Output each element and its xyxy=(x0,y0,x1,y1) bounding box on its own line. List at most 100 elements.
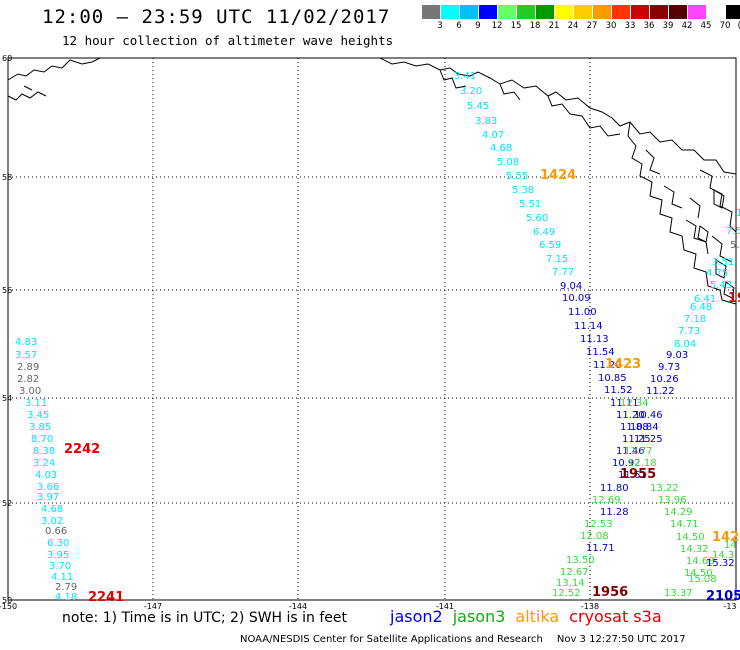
credit-line: NOAA/NESDIS Center for Satellite Applica… xyxy=(240,634,686,645)
scale-swatch xyxy=(593,5,612,19)
wave-height-label: 3.95 xyxy=(47,550,69,561)
wave-height-label: 4.18 xyxy=(55,592,77,603)
wave-height-label: 14.29 xyxy=(664,507,693,518)
wave-height-label: 14.50 xyxy=(676,532,705,543)
satellite-legend-item: jason2 xyxy=(390,607,443,626)
wave-height-label: 10.26 xyxy=(650,374,679,385)
wave-height-label: 9.03 xyxy=(666,350,688,361)
longitude-label: -13 xyxy=(723,602,736,611)
wave-height-label: 4.11 xyxy=(51,572,73,583)
wave-height-label: 4.07 xyxy=(482,130,504,141)
wave-height-label: 3.66 xyxy=(37,482,59,493)
wave-height-label: 11.54 xyxy=(586,347,615,358)
wave-height-label: 12.69 xyxy=(592,495,621,506)
wave-height-label: 11.77 xyxy=(624,446,653,457)
wave-height-label: 3.24 xyxy=(33,458,55,469)
pass-time-label: 1423 xyxy=(712,530,740,545)
wave-height-label: 3.00 xyxy=(19,386,41,397)
scale-label: 9 xyxy=(475,21,481,31)
wave-height-label: 6.49 xyxy=(533,227,555,238)
wave-height-label: 14.3 xyxy=(712,550,734,561)
page-subtitle: 12 hour collection of altimeter wave hei… xyxy=(62,33,394,48)
credit-text: NOAA/NESDIS Center for Satellite Applica… xyxy=(240,634,543,645)
scale-label: 24 xyxy=(567,21,579,31)
wave-height-label: 2.82 xyxy=(17,374,39,385)
wave-height-label: 11.46 xyxy=(616,446,645,457)
wave-height-label: 11.13 xyxy=(580,334,609,345)
wave-height-label: 12.52 xyxy=(552,588,581,599)
longitude-label: -144 xyxy=(289,602,307,611)
wave-height-label: 14.68 xyxy=(686,556,715,567)
wave-height-label: 12.34 xyxy=(620,398,649,409)
scale-swatch xyxy=(631,5,650,19)
wave-height-label: 3.41 xyxy=(454,71,476,82)
pass-time-label: 1955 xyxy=(620,467,656,482)
latitude-label: 60 xyxy=(2,54,12,63)
scale-swatch xyxy=(536,5,555,19)
scale-label: 33 xyxy=(624,21,636,31)
wave-height-label: 5.55 xyxy=(506,171,528,182)
wave-height-label: 11.22 xyxy=(646,386,675,397)
scale-label: (ft) xyxy=(738,21,740,31)
wave-height-label: 3.02 xyxy=(41,516,63,527)
scale-swatch xyxy=(460,5,479,19)
wave-height-label: 13.96 xyxy=(658,495,687,506)
scale-swatch xyxy=(688,5,707,19)
scale-label: 3 xyxy=(437,21,443,31)
wave-height-label: 2.89 xyxy=(17,362,39,373)
wave-height-label: 7.18 xyxy=(684,314,706,325)
map-frame xyxy=(7,57,737,601)
wave-height-label: 3.85 xyxy=(29,422,51,433)
longitude-label: -147 xyxy=(144,602,162,611)
wave-height-label: 4.83 xyxy=(15,337,37,348)
wave-height-label: 12.18 xyxy=(628,458,657,469)
wave-height-label: 5.08 xyxy=(497,157,519,168)
pass-time-label: 1423 xyxy=(605,357,641,372)
wave-height-label: 7.5 xyxy=(726,226,740,237)
wave-height-label: 6.30 xyxy=(47,538,69,549)
scale-label: 36 xyxy=(643,21,655,31)
longitude-label: -138 xyxy=(581,602,599,611)
wave-height-label: 14.50 xyxy=(684,568,713,579)
scale-label: 18 xyxy=(529,21,541,31)
wave-height-label: 3.51 xyxy=(712,257,734,268)
wave-height-label: 10.92 xyxy=(612,458,641,469)
pass-time-label: 2105 xyxy=(706,589,740,604)
wave-height-label: 11.20 xyxy=(616,410,645,421)
wave-height-label: 11.00 xyxy=(568,307,597,318)
longitude-label: -150 xyxy=(0,602,17,611)
pass-time-label: 19 xyxy=(728,291,740,306)
wave-height-label: 0.66 xyxy=(45,526,67,537)
scale-swatch xyxy=(441,5,460,19)
latitude-label: 52 xyxy=(2,499,12,508)
pass-time-label: 2242 xyxy=(64,442,100,457)
scale-swatch xyxy=(479,5,498,19)
wave-height-label: 2.79 xyxy=(55,582,77,593)
alaska-inner-coast xyxy=(439,69,621,137)
wave-height-label: 5.38 xyxy=(512,185,534,196)
latitude-label: 54 xyxy=(2,394,12,403)
scale-label: 6 xyxy=(456,21,462,31)
scale-label: 15 xyxy=(510,21,522,31)
wave-height-label: 3.57 xyxy=(15,350,37,361)
footer-note: note: 1) Time is in UTC; 2) SWH is in fe… xyxy=(62,610,348,626)
southeast-alaska-panhandle xyxy=(627,121,737,305)
wave-height-label: 11.20 xyxy=(593,360,622,371)
pass-time-label: 2241 xyxy=(88,590,124,605)
wave-height-label: 9.73 xyxy=(658,362,680,373)
wave-height-label: 4.68 xyxy=(490,143,512,154)
wave-height-label: 3.83 xyxy=(475,116,497,127)
wave-height-label: 11.14 xyxy=(574,321,603,332)
wave-height-label: 12.08 xyxy=(580,531,609,542)
scale-swatch xyxy=(669,5,688,19)
wave-height-label: 3.11 xyxy=(25,398,47,409)
wave-height-label: 5.60 xyxy=(526,213,548,224)
wave-height-label: 5.51 xyxy=(519,199,541,210)
wave-height-label: 11.52 xyxy=(604,385,633,396)
wave-height-label: 5.9 xyxy=(730,240,740,251)
wave-height-label: 14.71 xyxy=(670,519,699,530)
scale-swatch xyxy=(726,5,740,19)
